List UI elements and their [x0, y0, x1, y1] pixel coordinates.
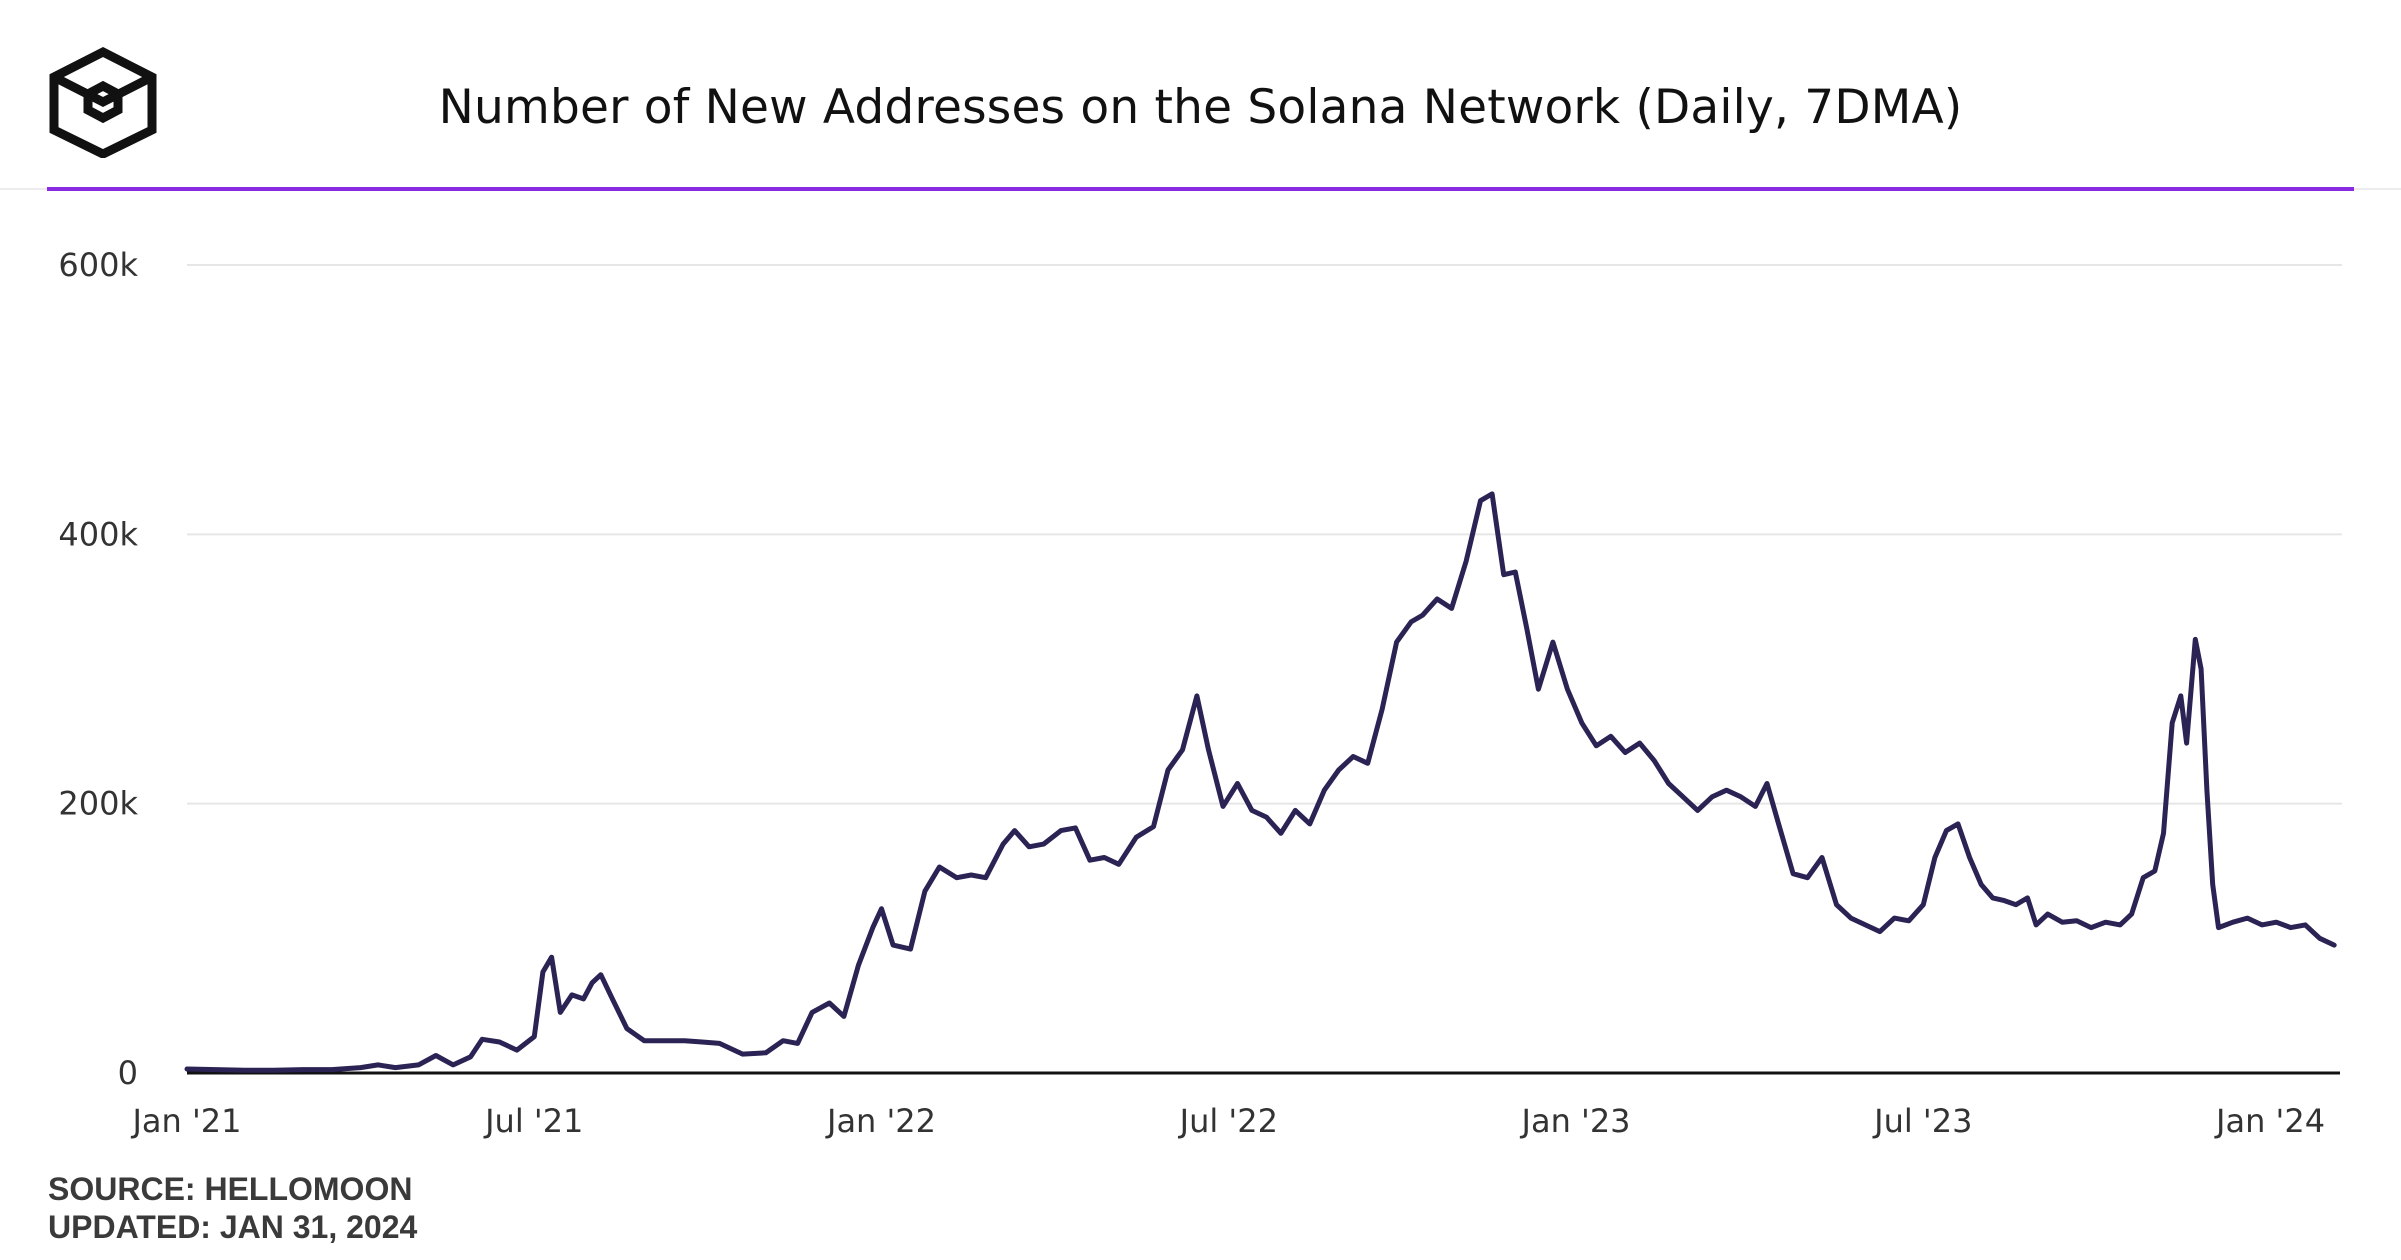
series-layer: [184, 491, 2337, 1073]
y-axis-ticks: 0 200k 400k 600k: [58, 246, 138, 1092]
source-text: SOURCE: HELLOMOON: [48, 1171, 413, 1207]
chart-title: Number of New Addresses on the Solana Ne…: [438, 80, 1963, 135]
y-tick-label: 600k: [58, 246, 138, 284]
y-tick-label: 400k: [58, 515, 138, 553]
x-tick-label: Jan '23: [1520, 1102, 1631, 1140]
series-line-new-addresses: [184, 491, 2337, 1073]
y-tick-label: 200k: [58, 785, 138, 823]
y-tick-label: 0: [118, 1054, 138, 1092]
x-axis-ticks: Jan '21 Jul '21 Jan '22 Jul '22 Jan '23 Jul '…: [130, 1102, 2325, 1140]
x-tick-label: Jul '22: [1178, 1102, 1278, 1140]
gridlines: [187, 264, 2342, 805]
accent-divider: [47, 187, 2354, 191]
x-tick-label: Jan '22: [825, 1102, 936, 1140]
x-tick-label: Jan '24: [2214, 1102, 2325, 1140]
source-note: SOURCE: HELLOMOON UPDATED: JAN 31, 2024: [48, 1170, 417, 1246]
x-tick-label: Jul '23: [1872, 1102, 1972, 1140]
x-tick-label: Jul '21: [483, 1102, 583, 1140]
x-tick-label: Jan '21: [130, 1102, 241, 1140]
box-logo-icon: [49, 46, 157, 158]
updated-text: UPDATED: JAN 31, 2024: [48, 1209, 418, 1245]
